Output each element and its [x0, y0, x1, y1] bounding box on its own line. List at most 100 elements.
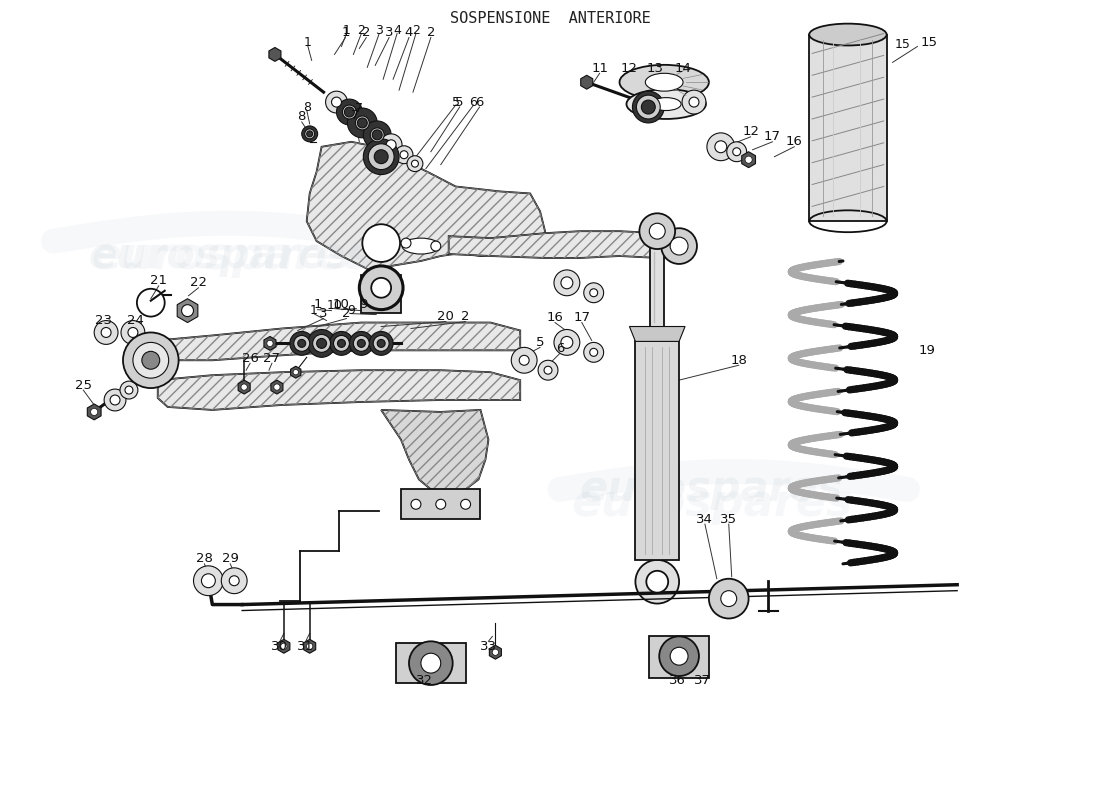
Circle shape — [104, 389, 126, 411]
Text: 21: 21 — [151, 274, 167, 287]
Circle shape — [561, 277, 573, 289]
Circle shape — [745, 156, 752, 163]
Circle shape — [267, 340, 273, 346]
Text: 1: 1 — [304, 36, 311, 49]
Ellipse shape — [402, 238, 440, 254]
Circle shape — [727, 142, 747, 162]
Text: 12: 12 — [742, 126, 759, 138]
Circle shape — [125, 386, 133, 394]
Circle shape — [395, 146, 412, 164]
Circle shape — [411, 160, 418, 167]
Circle shape — [348, 108, 377, 138]
Text: 20: 20 — [438, 310, 454, 323]
Circle shape — [670, 647, 688, 665]
Text: 10: 10 — [327, 299, 342, 312]
Circle shape — [360, 266, 403, 310]
Circle shape — [377, 339, 385, 347]
Circle shape — [373, 335, 389, 351]
Circle shape — [649, 223, 666, 239]
Bar — [402, 490, 481, 519]
Text: 11: 11 — [591, 62, 608, 75]
Circle shape — [707, 133, 735, 161]
Circle shape — [358, 339, 365, 347]
Circle shape — [561, 337, 573, 348]
Text: 28: 28 — [196, 552, 213, 566]
Circle shape — [362, 224, 400, 262]
Text: 3: 3 — [385, 26, 394, 39]
Circle shape — [733, 148, 740, 156]
Circle shape — [229, 576, 239, 586]
Polygon shape — [271, 380, 283, 394]
Text: 1: 1 — [342, 24, 351, 37]
Polygon shape — [449, 231, 679, 258]
Circle shape — [194, 566, 223, 596]
Text: 5: 5 — [455, 95, 464, 109]
Text: 7: 7 — [355, 102, 363, 114]
Circle shape — [294, 335, 310, 351]
Text: 37: 37 — [694, 674, 712, 686]
Circle shape — [400, 150, 408, 158]
Circle shape — [293, 370, 298, 375]
Circle shape — [330, 331, 353, 355]
Circle shape — [720, 590, 737, 606]
Polygon shape — [581, 75, 593, 89]
Circle shape — [280, 643, 287, 650]
Ellipse shape — [651, 98, 681, 110]
Circle shape — [353, 335, 370, 351]
Text: 15: 15 — [921, 36, 938, 49]
Circle shape — [386, 140, 396, 150]
Circle shape — [133, 342, 168, 378]
Text: 1: 1 — [341, 26, 350, 39]
Polygon shape — [382, 410, 488, 491]
Text: 5: 5 — [536, 336, 544, 349]
Circle shape — [661, 228, 697, 264]
Circle shape — [333, 335, 350, 351]
Polygon shape — [629, 326, 685, 342]
Circle shape — [659, 636, 698, 676]
Circle shape — [554, 330, 580, 355]
Ellipse shape — [627, 89, 706, 119]
Circle shape — [554, 270, 580, 296]
Circle shape — [636, 560, 679, 603]
Text: 8: 8 — [302, 101, 310, 114]
Circle shape — [221, 568, 248, 594]
Circle shape — [421, 654, 441, 673]
Circle shape — [121, 321, 145, 344]
Circle shape — [358, 118, 367, 128]
Circle shape — [120, 381, 138, 399]
Text: 27: 27 — [263, 352, 280, 365]
Text: 2: 2 — [362, 26, 371, 39]
Circle shape — [402, 238, 411, 248]
Polygon shape — [290, 366, 301, 378]
Text: 2: 2 — [342, 307, 351, 320]
Text: eurospares: eurospares — [572, 482, 854, 525]
Circle shape — [372, 278, 392, 298]
Circle shape — [363, 121, 392, 149]
Circle shape — [338, 339, 345, 347]
Circle shape — [381, 134, 402, 156]
Bar — [650, 247, 664, 326]
Bar — [636, 342, 679, 560]
Circle shape — [363, 139, 399, 174]
Text: 30: 30 — [272, 640, 288, 653]
Text: 32: 32 — [417, 674, 433, 686]
Text: 16: 16 — [785, 135, 803, 148]
Circle shape — [355, 116, 370, 130]
Circle shape — [639, 214, 675, 249]
Circle shape — [584, 342, 604, 362]
Text: 31: 31 — [297, 640, 315, 653]
Text: 5: 5 — [452, 95, 460, 109]
Polygon shape — [307, 142, 544, 271]
Circle shape — [493, 649, 498, 655]
Text: 10: 10 — [333, 298, 350, 311]
Text: 17: 17 — [573, 311, 591, 324]
Text: 4: 4 — [393, 24, 402, 37]
Bar — [361, 275, 402, 313]
Text: 9: 9 — [348, 304, 355, 317]
Polygon shape — [157, 322, 520, 360]
Circle shape — [128, 327, 138, 338]
Circle shape — [409, 642, 453, 685]
Polygon shape — [177, 298, 198, 322]
Text: 2: 2 — [358, 24, 365, 37]
Circle shape — [305, 129, 315, 139]
